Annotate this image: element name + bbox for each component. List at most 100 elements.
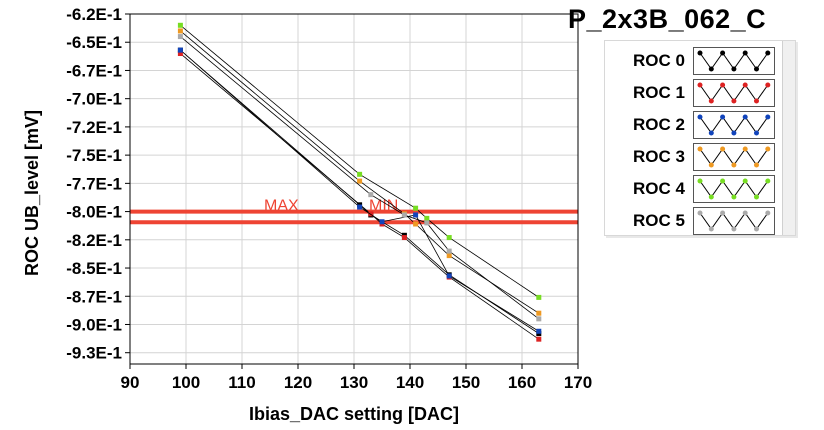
data-point (536, 310, 542, 316)
legend-scrollbar[interactable] (782, 41, 795, 235)
y-tick-label: -9.0E-1 (66, 315, 122, 334)
data-point (357, 204, 363, 210)
data-point (413, 205, 419, 211)
plot-frame (129, 13, 579, 365)
data-point (536, 336, 542, 342)
x-tick-label: 170 (564, 373, 592, 392)
legend-swatch-marker (731, 226, 737, 232)
legend-swatch-marker (765, 178, 771, 184)
y-tick-label: -6.7E-1 (66, 61, 122, 80)
legend-swatch-marker (720, 114, 726, 120)
legend-item-label: ROC 0 (633, 51, 685, 70)
y-tick-label: -8.7E-1 (66, 287, 122, 306)
legend-swatch-marker (754, 226, 759, 232)
legend-swatch-marker (708, 162, 714, 168)
legend-swatch-marker (742, 50, 748, 56)
y-tick-label: -7.2E-1 (66, 118, 122, 137)
series-line (180, 53, 540, 340)
x-tick-label: 130 (340, 373, 368, 392)
data-point (357, 171, 363, 177)
legend-swatch-graphic (697, 114, 771, 136)
data-point (177, 47, 183, 53)
legend-swatch-marker (731, 162, 737, 168)
data-point (413, 221, 419, 227)
legend-swatch-marker (708, 226, 714, 232)
legend-item-label: ROC 2 (633, 115, 685, 134)
legend-swatch-marker (708, 194, 714, 200)
data-point (413, 212, 419, 218)
legend-swatch-marker (754, 66, 759, 72)
legend-swatch-marker (731, 130, 737, 136)
legend-swatch-marker (742, 82, 748, 88)
series-line (180, 24, 540, 298)
legend-item-label: ROC 4 (633, 179, 685, 198)
x-tick-label: 90 (121, 373, 140, 392)
legend-swatch-marker (765, 82, 771, 88)
chart-title: P_2x3B_062_C (568, 4, 767, 34)
legend-swatch-marker (754, 98, 759, 104)
legend-swatch-marker (754, 130, 759, 136)
y-tick-label: -7.7E-1 (66, 174, 122, 193)
y-tick-label: -6.5E-1 (66, 33, 122, 52)
reference-label-min: MIN (369, 197, 398, 214)
y-axis-label: ROC UB_level [mV] (22, 110, 42, 276)
legend-swatch-graphic (697, 50, 771, 72)
data-point (368, 211, 374, 217)
x-tick-label: 140 (396, 373, 424, 392)
series-roc-4 (177, 22, 542, 300)
data-point (177, 34, 183, 40)
reference-label-max: MAX (264, 198, 299, 215)
legend-item[interactable]: ROC 0 (605, 45, 783, 75)
x-tick-label: 160 (508, 373, 536, 392)
legend-swatch-marker (697, 82, 703, 88)
legend-item[interactable]: ROC 4 (605, 173, 783, 203)
legend-swatch-marker (720, 146, 726, 152)
x-tick-label: 110 (228, 373, 255, 392)
y-tick-label: -8.2E-1 (66, 231, 122, 250)
legend-swatch-marker (697, 210, 703, 216)
data-point (357, 178, 363, 184)
data-point (446, 253, 452, 259)
legend-item[interactable]: ROC 1 (605, 77, 783, 107)
data-point (536, 316, 542, 322)
legend-item-label: ROC 5 (633, 211, 685, 230)
legend-swatch-marker (742, 114, 748, 120)
legend-swatch-marker (708, 66, 714, 72)
legend-item-label: ROC 3 (633, 147, 685, 166)
legend-swatch-marker (765, 146, 771, 152)
x-axis-label: Ibias_DAC setting [DAC] (249, 404, 459, 424)
data-point (536, 328, 542, 334)
legend-swatch-marker (708, 130, 714, 136)
y-tick-label: -8.5E-1 (66, 259, 122, 278)
data-point (177, 51, 183, 57)
x-tick-label: 150 (452, 373, 480, 392)
legend-item-label: ROC 1 (633, 83, 685, 102)
data-point (446, 235, 452, 241)
legend: ROC 0 ROC 1 ROC 2 ROC 3 ROC 4 ROC 5 (604, 40, 796, 236)
legend-swatch-marker (720, 82, 726, 88)
legend-item[interactable]: ROC 3 (605, 141, 783, 171)
legend-swatch-marker (765, 114, 771, 120)
y-tick-label: -7.5E-1 (66, 146, 122, 165)
legend-item[interactable]: ROC 2 (605, 109, 783, 139)
y-tick-label: -6.2E-1 (66, 5, 122, 24)
series-line (180, 36, 540, 320)
data-point (424, 215, 430, 221)
legend-swatch (693, 143, 775, 171)
legend-swatch-marker (697, 114, 703, 120)
series-lines (177, 22, 542, 342)
series-roc-5 (177, 34, 542, 322)
legend-swatch (693, 207, 775, 235)
reference-lines: MAX MIN (130, 197, 578, 225)
legend-swatch-marker (742, 178, 748, 184)
legend-swatch-marker (697, 146, 703, 152)
legend-swatch-marker (754, 194, 759, 200)
legend-swatch (693, 111, 775, 139)
legend-swatch-marker (742, 210, 748, 216)
legend-swatch-marker (742, 146, 748, 152)
legend-swatch-marker (731, 194, 737, 200)
legend-swatch-graphic (697, 146, 771, 168)
legend-item[interactable]: ROC 5 (605, 205, 783, 235)
